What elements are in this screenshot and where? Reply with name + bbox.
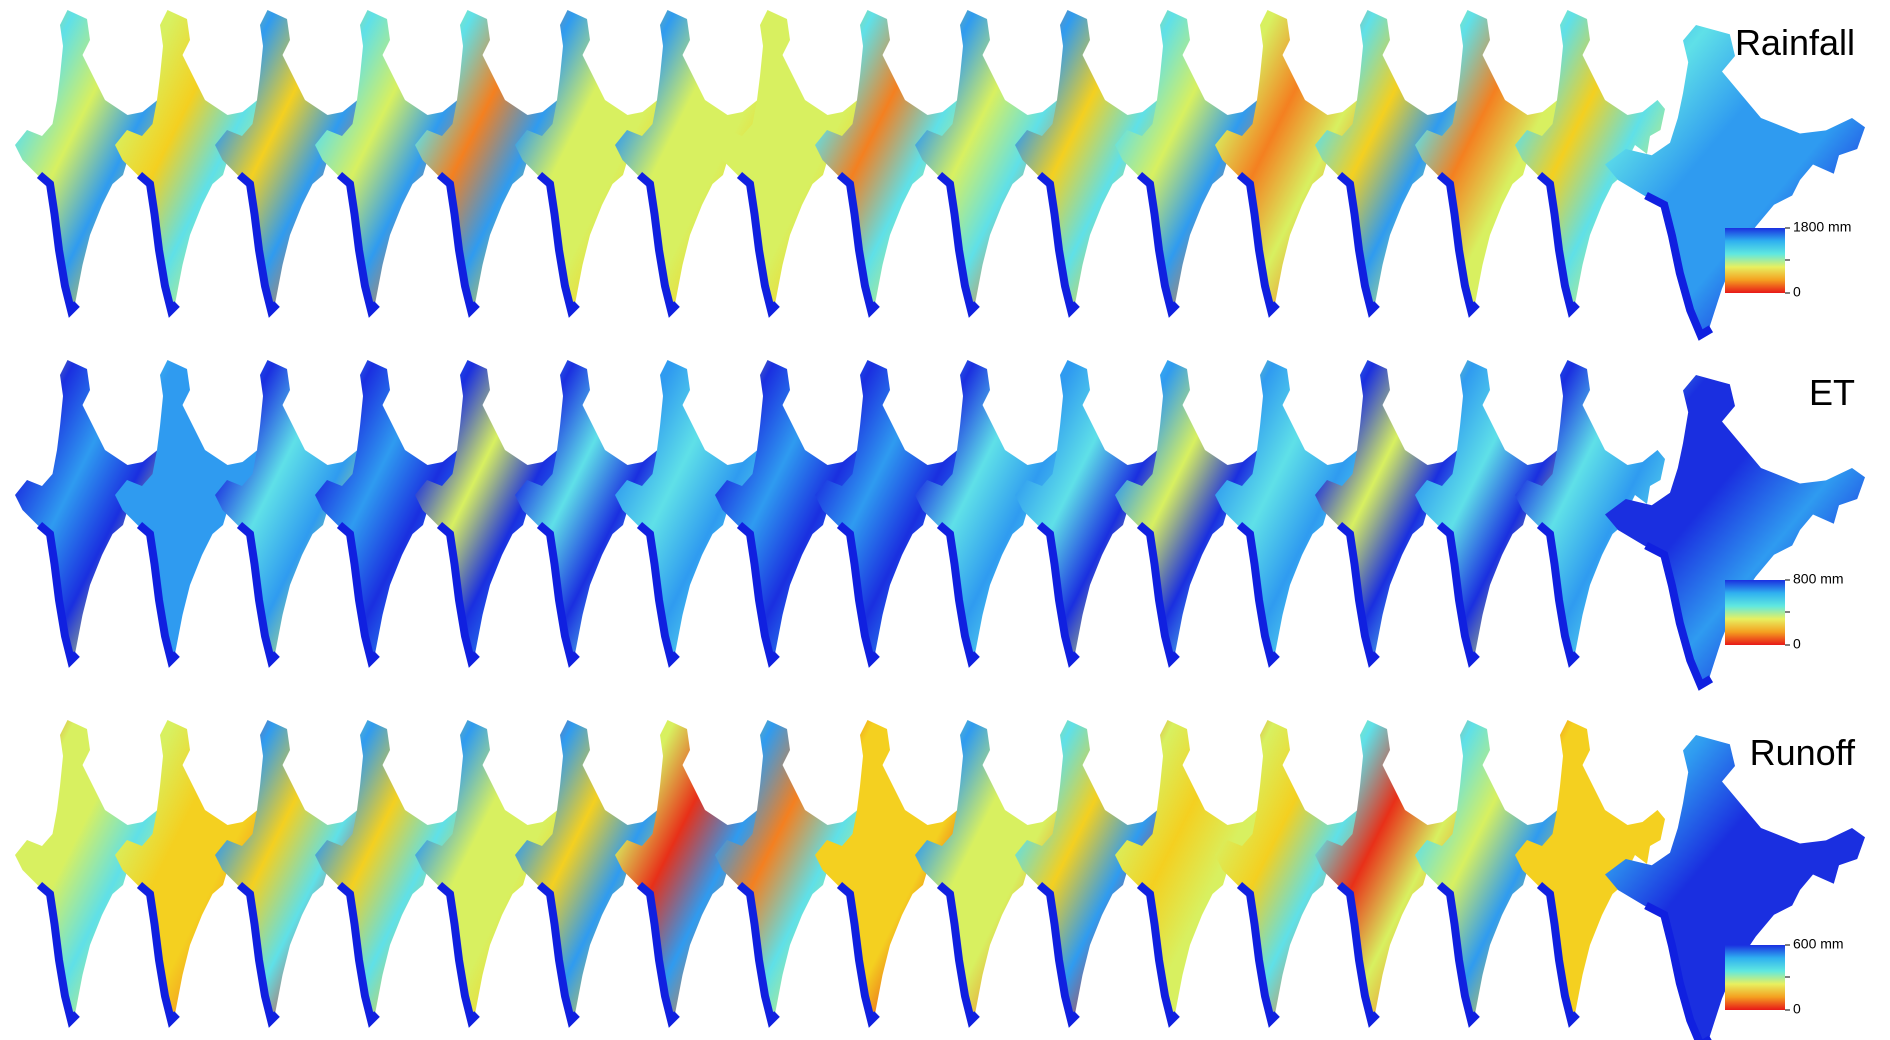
figure: Rainfall 1800 mm 0 ET 800 mm 0 Runoff 600 mm 0 [0,0,1890,1040]
colorbar [1725,580,1785,645]
colorbar-min-label: 0 [1793,1001,1801,1017]
colorbar-min-label: 0 [1793,636,1801,652]
panel-title: ET [1809,372,1855,413]
colorbar [1725,228,1785,293]
colorbar-max-label: 600 mm [1793,936,1844,952]
panel-title: Rainfall [1735,22,1855,63]
panel-title: Runoff [1750,732,1856,773]
colorbar-max-label: 1800 mm [1793,219,1851,235]
colorbar-min-label: 0 [1793,284,1801,300]
colorbar [1725,945,1785,1010]
colorbar-max-label: 800 mm [1793,571,1844,587]
